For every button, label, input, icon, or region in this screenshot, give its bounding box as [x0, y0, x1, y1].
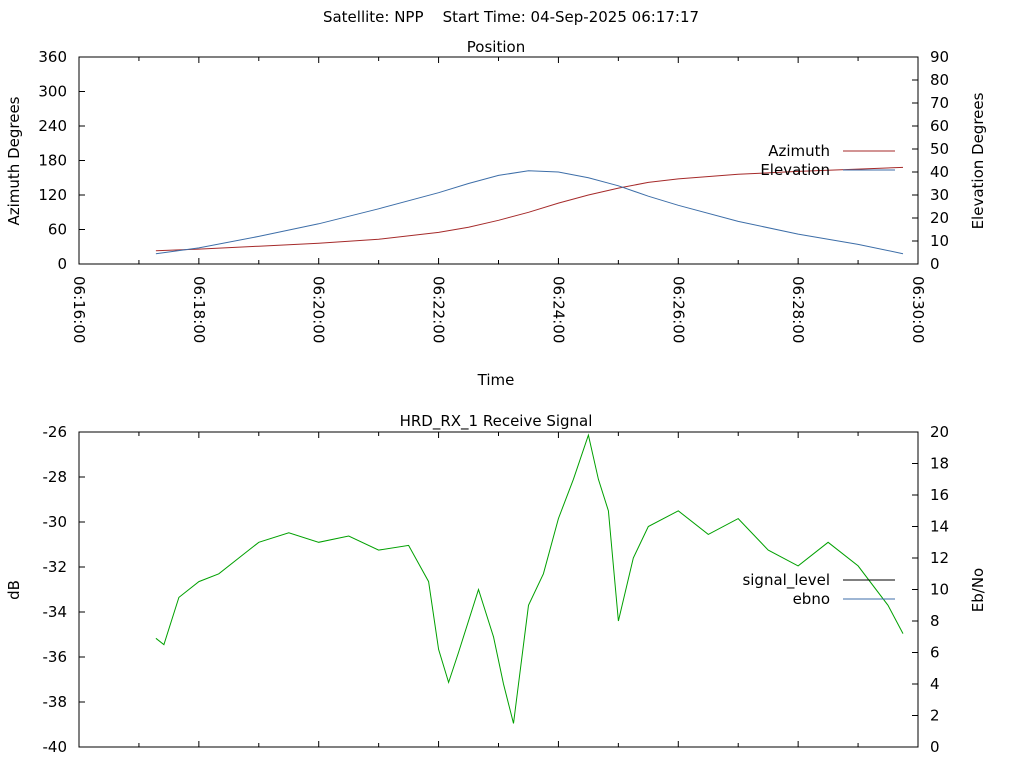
- signal-y2-axis: 0 2 4 6 8 10 12 14 16 18 20: [912, 423, 949, 756]
- y-tick-label: -26: [43, 423, 68, 441]
- position-chart: Position 0 60 120 180 240 300 360 0 10 20 30 40 50 6…: [5, 38, 987, 389]
- y2-tick-label: 80: [930, 71, 949, 89]
- y2-tick-label: 16: [930, 486, 949, 504]
- series-line-azimuth: [155, 166, 904, 252]
- y2-tick-label: 60: [930, 117, 949, 135]
- y2-tick-label: 4: [930, 675, 940, 693]
- series-line-ebno: [155, 433, 904, 724]
- series-line-elevation: [155, 170, 904, 255]
- signal-chart: HRD_RX_1 Receive Signal -40-38-36-34-32-…: [5, 412, 987, 756]
- x-tick-label: 06:18:00: [190, 276, 208, 343]
- x-tick-label: 06:24:00: [549, 276, 567, 343]
- legend-label-signal-level: signal_level: [742, 571, 830, 590]
- legend-label-elevation: Elevation: [760, 161, 830, 179]
- position-y2-axis-label: Elevation Degrees: [969, 92, 987, 229]
- y2-tick-label: 20: [930, 423, 949, 441]
- y-tick-label: 360: [38, 48, 67, 66]
- y-tick-label: -32: [43, 558, 68, 576]
- y-tick-label: 120: [38, 186, 67, 204]
- y2-tick-label: 90: [930, 48, 949, 66]
- x-tick-label: 06:26:00: [669, 276, 687, 343]
- y2-tick-label: 8: [930, 612, 940, 630]
- y-tick-label: -34: [43, 603, 68, 621]
- position-y-axis: 0 60 120 180 240 300 360: [38, 48, 85, 273]
- y2-tick-label: 40: [930, 163, 949, 181]
- x-tick-label: 06:30:00: [909, 276, 927, 343]
- x-tick-label: 06:22:00: [430, 276, 448, 343]
- signal-y-axis-label: dB: [5, 580, 23, 600]
- position-y-axis-label: Azimuth Degrees: [5, 96, 23, 225]
- legend-label-ebno: ebno: [793, 590, 830, 608]
- y2-tick-label: 12: [930, 549, 949, 567]
- y2-tick-label: 0: [930, 738, 940, 756]
- signal-y2-axis-label: Eb/No: [969, 568, 987, 612]
- y-tick-label: -28: [43, 468, 68, 486]
- y-tick-label: -36: [43, 648, 68, 666]
- legend-label-azimuth: Azimuth: [768, 142, 830, 160]
- y-tick-label: 300: [38, 83, 67, 101]
- y2-tick-label: 20: [930, 209, 949, 227]
- y-tick-label: -40: [43, 738, 68, 756]
- position-x-axis: 06:16:00 06:18:00 06:20:00 06:22:00 06:24:00…: [70, 57, 927, 343]
- y-tick-label: -30: [43, 513, 68, 531]
- position-chart-title: Position: [467, 38, 525, 56]
- x-tick-label: 06:16:00: [70, 276, 88, 343]
- y2-tick-label: 2: [930, 707, 940, 725]
- chart-header-title: Satellite: NPP Start Time: 04-Sep-2025 0…: [323, 8, 699, 26]
- y2-tick-label: 14: [930, 518, 949, 536]
- signal-series-group: [155, 433, 904, 724]
- y2-tick-label: 6: [930, 644, 940, 662]
- x-tick-label: 06:28:00: [789, 276, 807, 343]
- y2-tick-label: 50: [930, 140, 949, 158]
- position-y2-axis: 0 10 20 30 40 50 60 70 80 90: [912, 48, 949, 273]
- y2-tick-label: 18: [930, 455, 949, 473]
- signal-y-axis: -40 -38 -36 -34 -32 -30 -28 -26: [43, 423, 85, 756]
- signal-chart-title: HRD_RX_1 Receive Signal: [400, 412, 593, 431]
- signal-x-axis: [78, 432, 919, 747]
- y-tick-label: 0: [57, 255, 67, 273]
- y-tick-label: 60: [48, 221, 67, 239]
- y2-tick-label: 0: [930, 255, 940, 273]
- x-tick-label: 06:20:00: [310, 276, 328, 343]
- y2-tick-label: 10: [930, 232, 949, 250]
- y2-tick-label: 70: [930, 94, 949, 112]
- y2-tick-label: 10: [930, 581, 949, 599]
- y-tick-label: -38: [43, 693, 68, 711]
- position-series-group: [155, 166, 904, 255]
- position-legend: Azimuth Elevation: [760, 142, 895, 179]
- signal-legend: signal_level ebno: [742, 571, 895, 608]
- y-tick-label: 240: [38, 117, 67, 135]
- y-tick-label: 180: [38, 152, 67, 170]
- position-x-axis-label: Time: [477, 371, 515, 389]
- y2-tick-label: 30: [930, 186, 949, 204]
